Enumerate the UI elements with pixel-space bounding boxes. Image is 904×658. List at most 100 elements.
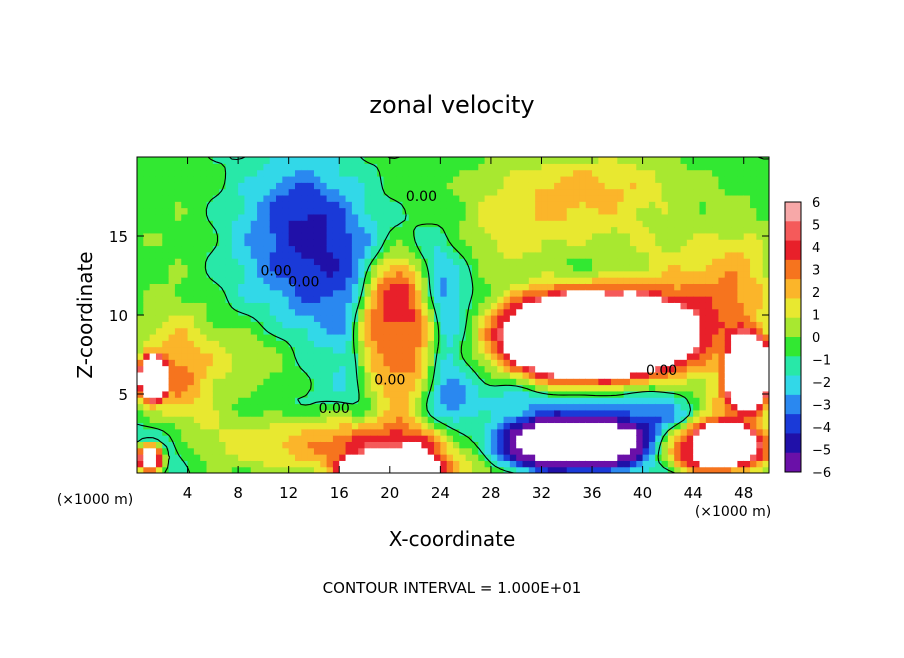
heatmap-cell <box>484 270 492 278</box>
heatmap-cell <box>389 428 397 436</box>
heatmap-cell <box>724 384 732 392</box>
heatmap-cell <box>705 371 713 379</box>
heatmap-cell <box>238 422 246 430</box>
heatmap-cell <box>383 207 391 215</box>
heatmap-cell <box>326 264 334 272</box>
heatmap-cell <box>231 308 239 316</box>
heatmap-cell <box>478 182 486 190</box>
heatmap-cell <box>598 157 606 164</box>
heatmap-cell <box>503 333 511 341</box>
heatmap-cell <box>440 308 448 316</box>
heatmap-cell <box>339 454 347 461</box>
heatmap-cell <box>731 333 738 341</box>
heatmap-cell <box>434 296 441 303</box>
heatmap-cell <box>238 296 246 303</box>
heatmap-cell <box>598 169 606 177</box>
heatmap-cell <box>528 416 536 424</box>
heatmap-cell <box>731 460 738 468</box>
heatmap-cell <box>364 232 372 240</box>
heatmap-cell <box>522 454 530 461</box>
heatmap-cell <box>402 220 410 228</box>
heatmap-cell <box>326 315 334 322</box>
heatmap-cell <box>301 435 309 442</box>
heatmap-cell <box>541 213 549 221</box>
heatmap-cell <box>168 232 176 240</box>
heatmap-cell <box>307 207 315 215</box>
heatmap-cell <box>440 428 448 436</box>
heatmap-cell <box>193 239 201 247</box>
heatmap-cell <box>554 270 562 278</box>
heatmap-cell <box>497 296 505 303</box>
heatmap-cell <box>427 182 435 190</box>
heatmap-cell <box>535 466 543 473</box>
heatmap-cell <box>648 175 656 183</box>
heatmap-cell <box>143 435 151 442</box>
heatmap-cell <box>617 315 625 322</box>
heatmap-cell <box>705 365 713 373</box>
heatmap-cell <box>149 378 157 386</box>
heatmap-cell <box>408 175 416 183</box>
heatmap-cell <box>408 207 416 215</box>
heatmap-cell <box>756 175 764 183</box>
heatmap-cell <box>629 378 637 386</box>
heatmap-cell <box>434 220 441 228</box>
heatmap-cell <box>573 201 580 209</box>
heatmap-cell <box>446 182 454 190</box>
heatmap-cell <box>250 220 258 228</box>
heatmap-cell <box>636 390 644 398</box>
heatmap-cell <box>724 365 732 373</box>
heatmap-cell <box>509 175 517 183</box>
heatmap-cell <box>598 346 606 354</box>
heatmap-cell <box>155 327 163 335</box>
heatmap-cell <box>465 201 473 209</box>
heatmap-cell <box>762 182 769 190</box>
heatmap-cell <box>244 315 252 322</box>
heatmap-cell <box>509 447 517 455</box>
heatmap-cell <box>421 264 429 272</box>
heatmap-cell <box>750 416 757 424</box>
heatmap-cell <box>377 416 385 424</box>
heatmap-cell <box>402 390 410 398</box>
heatmap-cell <box>471 283 479 291</box>
heatmap-cell <box>181 245 189 253</box>
heatmap-cell <box>478 327 486 335</box>
heatmap-cell <box>554 321 562 329</box>
heatmap-cell <box>421 245 429 253</box>
heatmap-cell <box>396 409 404 417</box>
heatmap-cell <box>434 422 441 430</box>
heatmap-cell <box>326 390 334 398</box>
heatmap-cell <box>200 352 208 360</box>
heatmap-cell <box>465 213 473 221</box>
heatmap-cell <box>358 308 366 316</box>
heatmap-cell <box>212 359 220 367</box>
heatmap-cell <box>471 308 479 316</box>
heatmap-cell <box>617 207 625 215</box>
heatmap-cell <box>345 163 353 171</box>
heatmap-cell <box>705 188 713 196</box>
heatmap-cell <box>648 194 656 202</box>
heatmap-cell <box>244 289 252 297</box>
heatmap-cell <box>370 435 378 442</box>
heatmap-cell <box>200 359 208 367</box>
heatmap-cell <box>332 460 340 468</box>
heatmap-cell <box>415 201 422 209</box>
heatmap-cell <box>377 270 385 278</box>
heatmap-cell <box>655 277 663 284</box>
heatmap-cell <box>453 346 460 354</box>
heatmap-cell <box>655 289 663 297</box>
heatmap-cell <box>295 270 302 278</box>
heatmap-cell <box>396 245 404 253</box>
heatmap-cell <box>573 321 580 329</box>
heatmap-cell <box>573 333 580 341</box>
heatmap-cell <box>174 163 182 171</box>
heatmap-cell <box>313 371 321 379</box>
heatmap-cell <box>465 245 473 253</box>
heatmap-cell <box>351 175 359 183</box>
heatmap-cell <box>686 416 694 424</box>
heatmap-cell <box>339 226 347 234</box>
heatmap-cell <box>560 169 568 177</box>
heatmap-cell <box>295 447 302 455</box>
heatmap-cell <box>516 213 524 221</box>
heatmap-cell <box>750 340 757 348</box>
heatmap-cell <box>307 409 315 417</box>
